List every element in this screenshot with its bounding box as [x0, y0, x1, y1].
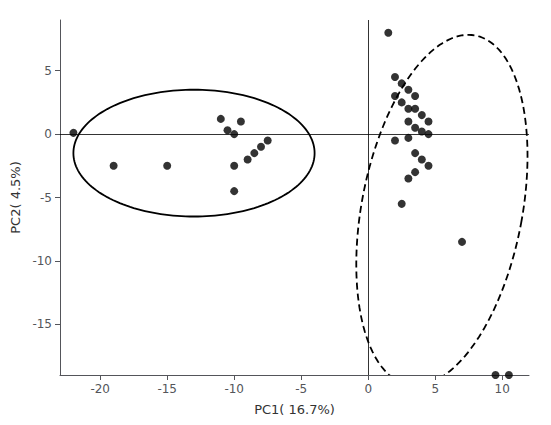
- svg-text:PC1( 16.7%): PC1( 16.7%): [254, 402, 335, 417]
- svg-text:-5: -5: [40, 191, 52, 205]
- svg-text:-20: -20: [90, 382, 110, 396]
- svg-text:5: 5: [44, 64, 52, 78]
- svg-text:-15: -15: [157, 382, 177, 396]
- svg-text:0: 0: [364, 382, 372, 396]
- svg-text:5: 5: [431, 382, 439, 396]
- svg-text:-10: -10: [32, 254, 52, 268]
- svg-text:10: 10: [495, 382, 510, 396]
- svg-text:-10: -10: [224, 382, 244, 396]
- svg-text:0: 0: [44, 127, 52, 141]
- svg-text:-5: -5: [295, 382, 307, 396]
- svg-text:-15: -15: [32, 317, 52, 331]
- svg-text:PC2( 4.5%): PC2( 4.5%): [8, 161, 23, 234]
